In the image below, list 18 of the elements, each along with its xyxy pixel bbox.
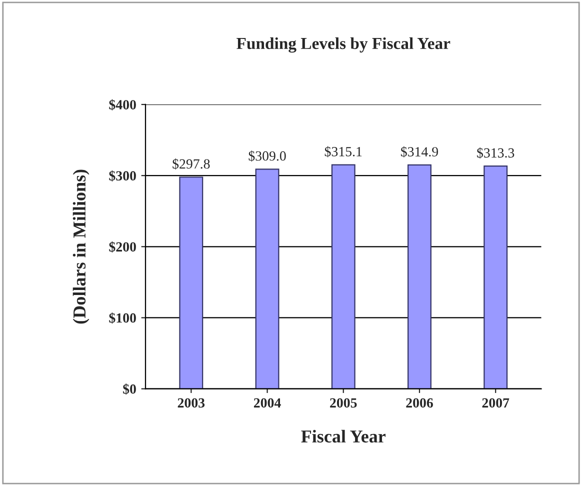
data-label: $309.0 — [248, 150, 286, 162]
x-tick-label: 2007 — [482, 398, 510, 408]
x-tick-label: 2004 — [254, 398, 281, 408]
y-tick-label: $200 — [109, 241, 136, 253]
x-tick-label: 2005 — [330, 398, 357, 408]
data-label: $315.1 — [324, 146, 362, 158]
y-tick-label: $0 — [123, 384, 136, 395]
y-tick-label: $100 — [109, 312, 136, 324]
y-tick-label: $400 — [109, 99, 136, 110]
y-tick-label: $300 — [109, 170, 136, 182]
data-label: $313.3 — [477, 147, 514, 159]
chart-title: Funding Levels by Fiscal Year — [236, 37, 450, 53]
y-axis-title: (Dollars in Millions) — [72, 170, 90, 324]
data-label: $297.8 — [172, 158, 210, 170]
x-tick-label: 2006 — [406, 398, 433, 408]
x-tick-label: 2003 — [178, 398, 205, 408]
x-axis-title: Fiscal Year — [301, 430, 386, 443]
data-label: $314.9 — [400, 146, 438, 158]
